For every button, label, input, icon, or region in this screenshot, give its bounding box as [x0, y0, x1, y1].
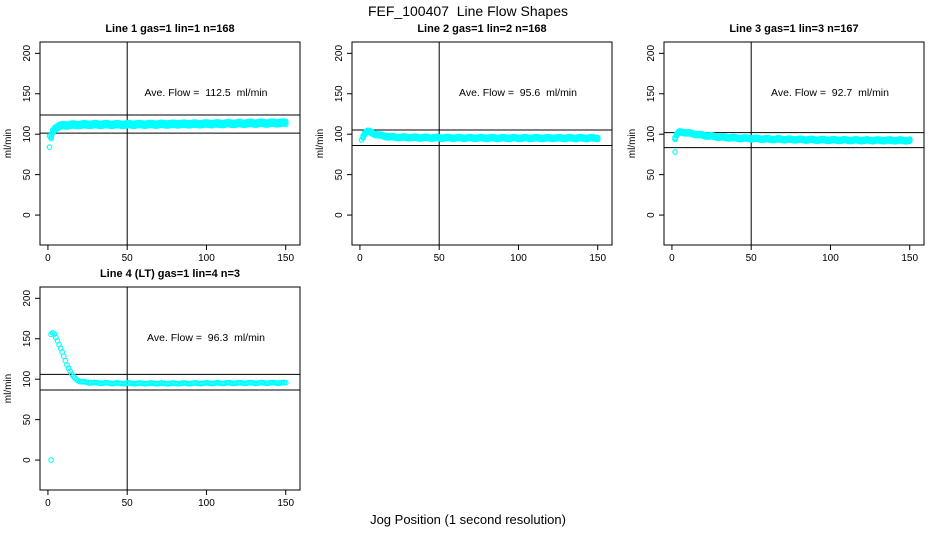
y-axis-label: ml/min	[3, 129, 14, 158]
x-tick-label: 150	[589, 253, 606, 264]
x-tick-label: 50	[122, 253, 134, 264]
x-tick-label: 100	[510, 253, 527, 264]
subplot-line-1: 0 50 100 150 200 0 50 100 150 ml/min Line 1 gas=1…	[0, 20, 312, 265]
x-tick-label: 150	[277, 253, 294, 264]
data-point	[48, 331, 54, 338]
y-tick-label: 50	[334, 169, 345, 181]
data-point	[906, 136, 913, 143]
data-point	[67, 368, 73, 375]
outlier-data-point	[358, 137, 365, 143]
outlier-data-point	[672, 149, 678, 155]
x-tick-label: 0	[669, 253, 675, 264]
subplot-2-avg-flow-annotation: Ave. Flow = 95.6 ml/min	[459, 87, 577, 99]
y-tick-label: 100	[646, 125, 657, 142]
y-tick-label: 50	[22, 169, 33, 181]
y-axis-label: ml/min	[627, 129, 638, 158]
y-tick-label: 200	[22, 45, 33, 62]
x-tick-label: 100	[198, 253, 215, 264]
subplot-3-title: Line 3 gas=1 lin=3 n=167	[729, 23, 859, 35]
y-tick-label: 100	[22, 125, 33, 142]
subplot-line-2: 0 50 100 150 200 0 50 100 150 ml/min Line 2 gas=1…	[312, 20, 624, 265]
y-tick-label: 150	[646, 85, 657, 102]
y-tick-label: 100	[22, 370, 33, 387]
x-tick-label: 100	[198, 498, 215, 509]
y-tick-label: 100	[334, 125, 345, 142]
x-tick-label: 150	[277, 498, 294, 509]
x-tick-label: 50	[122, 498, 134, 509]
plot-box	[663, 41, 925, 246]
plot-box	[351, 41, 613, 246]
figure-title: FEF_100407 Line Flow Shapes	[367, 3, 568, 19]
y-tick-label: 0	[22, 457, 33, 463]
subplot-2-canvas: 0 50 100 150 200 0 50 100 150 ml/min	[315, 41, 613, 264]
y-tick-label: 150	[22, 85, 33, 102]
data-point	[282, 379, 289, 386]
subplot-3-canvas: 0 50 100 150 200 0 50 100 150 ml/min	[627, 41, 925, 264]
x-tick-label: 0	[45, 253, 51, 264]
data-point	[594, 134, 601, 141]
data-point	[282, 118, 289, 125]
plot-box	[39, 41, 301, 246]
y-tick-label: 150	[22, 330, 33, 347]
y-tick-label: 50	[22, 414, 33, 426]
x-tick-label: 0	[45, 498, 51, 509]
plot-box	[39, 286, 301, 491]
y-tick-label: 200	[646, 45, 657, 62]
y-tick-label: 0	[22, 212, 33, 218]
subplot-2-title: Line 2 gas=1 lin=2 n=168	[417, 23, 547, 35]
x-tick-label: 0	[357, 253, 363, 264]
y-tick-label: 0	[334, 212, 345, 218]
outlier-data-point	[46, 132, 53, 139]
subplot-4-title: Line 4 (LT) gas=1 lin=4 n=3	[99, 268, 241, 280]
x-axis-label: Jog Position (1 second resolution)	[370, 512, 566, 527]
data-point	[65, 365, 72, 372]
subplot-1-title: Line 1 gas=1 lin=1 n=168	[105, 23, 235, 35]
x-tick-label: 50	[434, 253, 446, 264]
subplot-3-avg-flow-annotation: Ave. Flow = 92.7 ml/min	[771, 87, 889, 99]
outlier-data-point	[48, 457, 54, 463]
x-tick-label: 50	[746, 253, 758, 264]
y-tick-label: 0	[646, 212, 657, 218]
y-tick-label: 150	[334, 85, 345, 102]
x-tick-label: 100	[822, 253, 839, 264]
y-tick-label: 200	[334, 45, 345, 62]
outlier-data-point	[46, 144, 53, 150]
y-axis-label: ml/min	[315, 129, 326, 158]
subplot-1-avg-flow-annotation: Ave. Flow = 112.5 ml/min	[144, 87, 268, 99]
y-axis-label: ml/min	[3, 374, 14, 403]
subplot-4-avg-flow-annotation: Ave. Flow = 96.3 ml/min	[147, 332, 265, 344]
y-tick-label: 200	[22, 290, 33, 307]
subplot-line-3: 0 50 100 150 200 0 50 100 150 ml/min Line 3 gas=1…	[624, 20, 936, 265]
x-tick-label: 150	[901, 253, 918, 264]
subplot-1-canvas: 0 50 100 150 200 0 50 100 150 ml/min	[3, 41, 301, 264]
subplot-line-4: 0 50 100 150 200 0 50 100 150 ml/min Line 4 (LT) …	[0, 265, 312, 510]
subplot-4-canvas: 0 50 100 150 200 0 50 100 150 ml/min	[3, 286, 301, 509]
y-tick-label: 50	[646, 169, 657, 181]
